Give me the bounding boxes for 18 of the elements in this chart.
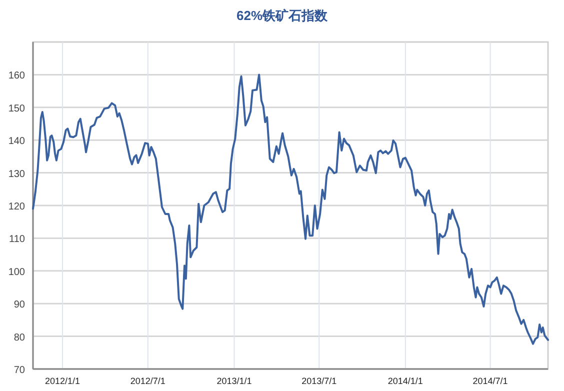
x-tick-label: 2014/7/1 [472,376,508,386]
chart-title: 62%铁矿石指数 [236,8,329,23]
y-tick-label: 110 [9,234,26,246]
x-tick-label: 2013/7/1 [302,376,337,386]
y-tick-label: 160 [8,70,26,82]
y-tick-label: 140 [8,136,26,148]
y-tick-label: 100 [8,266,26,278]
x-tick-label: 2014/1/1 [388,376,423,386]
y-tick-label: 130 [8,168,26,180]
y-tick-label: 70 [14,365,26,376]
y-tick-label: 80 [14,332,26,344]
y-tick-label: 120 [8,202,26,212]
x-tick-label: 2013/1/1 [216,376,252,386]
x-tick-label: 2012/7/1 [130,376,166,386]
line-series [32,74,549,345]
y-tick-label: 90 [14,300,26,311]
x-tick-label: 2012/1/1 [45,376,80,386]
y-tick-label: 150 [8,103,26,114]
